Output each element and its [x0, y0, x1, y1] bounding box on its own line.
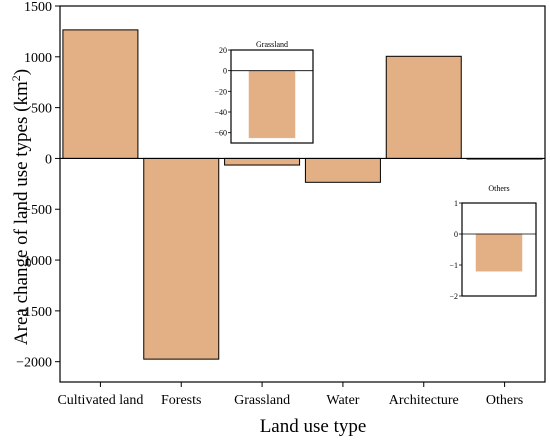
plot-frame	[59, 5, 546, 383]
main-y-ticks: −2000 −1500 −1000 −500 0 500 1000 1500	[16, 0, 60, 371]
inset-frame	[461, 202, 537, 297]
y-tick-label: 0	[45, 152, 52, 167]
inset-y-tick-label: −40	[214, 108, 227, 117]
x-tick-label: Architecture	[389, 393, 459, 408]
x-tick-label: Others	[486, 393, 523, 408]
inset-title: Grassland	[256, 40, 288, 49]
y-axis-label: Area change of land use types (km2)	[9, 69, 32, 345]
x-tick-label: Water	[326, 393, 359, 408]
main-x-ticks: Cultivated land Forests Grassland Water Arch…	[57, 382, 523, 408]
inset-frame	[230, 49, 314, 144]
y-tick-label: −1000	[16, 254, 52, 269]
y-tick-label: −500	[23, 203, 52, 218]
bar-forests	[143, 157, 220, 360]
y-tick-label: −2000	[16, 356, 52, 371]
inset-y-tick-label: −2	[449, 292, 458, 301]
x-tick-label: Cultivated land	[57, 393, 143, 408]
main-axes	[59, 5, 546, 383]
x-tick-label: Grassland	[234, 393, 290, 408]
y-tick-label: 1500	[24, 0, 52, 15]
y-axis-label-base: Area change of land use types (km	[11, 81, 32, 345]
y-axis-label-superscript: 2	[9, 75, 23, 81]
main-bars	[62, 29, 543, 360]
bar-cultivated-land	[62, 29, 139, 159]
inset-bar	[248, 70, 296, 139]
y-axis-label-close: )	[11, 69, 32, 75]
bar-grassland	[224, 157, 301, 166]
x-tick-label: Forests	[161, 393, 201, 408]
y-tick-label: 500	[31, 102, 52, 117]
inset-y-tick-label: 20	[219, 46, 227, 55]
inset-title: Others	[488, 184, 509, 193]
y-tick-label: −1500	[16, 305, 52, 320]
inset-y-tick-label: 1	[454, 199, 458, 208]
inset-y-tick-label: 0	[454, 230, 458, 239]
inset-y-tick-label: −60	[214, 129, 227, 138]
inset-y-tick-label: −1	[449, 261, 458, 270]
bar-water	[304, 157, 381, 183]
inset-bar	[475, 233, 523, 272]
bar-architecture	[385, 55, 462, 159]
inset-y-tick-label: −20	[214, 87, 227, 96]
inset-others: −2 −1 0 1 Others	[449, 184, 537, 301]
x-axis-label: Land use type	[260, 416, 367, 437]
inset-grassland: −60 −40 −20 0 20 Grassland	[214, 40, 314, 144]
inset-y-tick-label: 0	[223, 67, 227, 76]
y-tick-label: 1000	[24, 51, 52, 66]
